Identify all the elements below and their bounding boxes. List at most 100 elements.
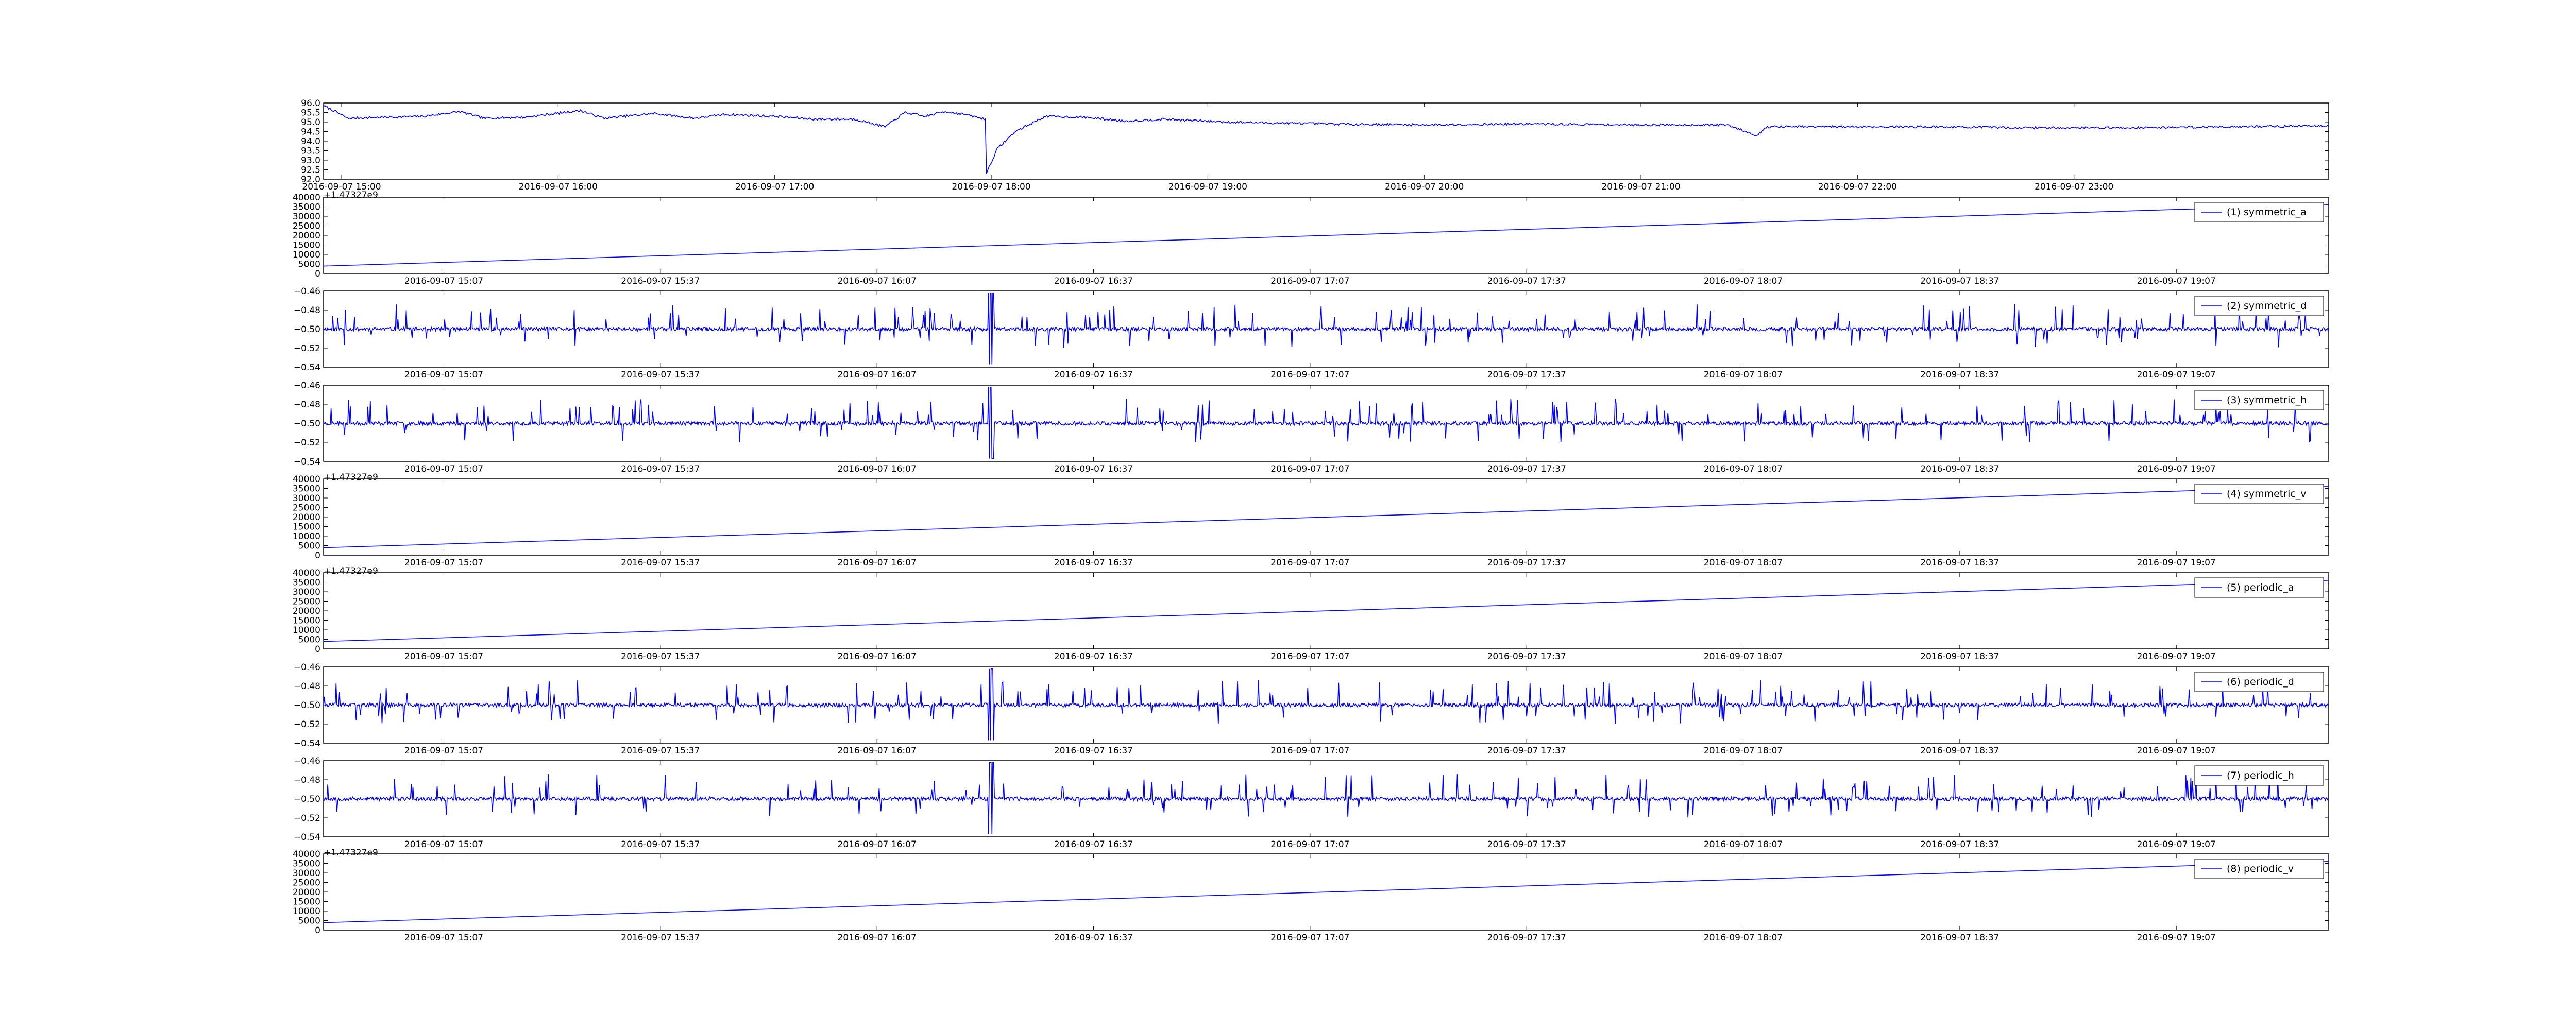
y-tick-label: 92.5 — [301, 165, 320, 176]
series-line — [323, 386, 2329, 459]
y-tick-label: 10000 — [293, 906, 320, 917]
x-tick-label: 2016-09-07 21:00 — [1601, 182, 1680, 192]
offset-text: +1.47327e9 — [324, 566, 378, 576]
x-tick-label: 2016-09-07 16:07 — [838, 746, 917, 756]
y-tick-label: 20000 — [293, 231, 320, 241]
x-tick-label: 2016-09-07 16:37 — [1054, 746, 1133, 756]
x-tick-label: 2016-09-07 17:07 — [1270, 651, 1349, 662]
x-tick-label: 2016-09-07 18:37 — [1920, 276, 1999, 286]
y-tick-label: −0.46 — [294, 286, 320, 297]
x-tick-label: 2016-09-07 15:07 — [404, 651, 483, 662]
y-tick-label: 0 — [315, 644, 320, 655]
y-tick-label: −0.54 — [294, 457, 320, 467]
y-tick-label: 25000 — [293, 503, 320, 513]
x-tick-label: 2016-09-07 20:00 — [1385, 182, 1464, 192]
x-tick-label: 2016-09-07 17:07 — [1270, 839, 1349, 850]
x-tick-label: 2016-09-07 15:00 — [302, 182, 381, 192]
y-tick-label: 40000 — [293, 193, 320, 203]
x-tick-label: 2016-09-07 17:37 — [1487, 370, 1566, 380]
x-tick-label: 2016-09-07 19:07 — [2137, 933, 2216, 943]
y-tick-label: 35000 — [293, 484, 320, 494]
series-line — [323, 486, 2329, 548]
x-tick-label: 2016-09-07 23:00 — [2035, 182, 2113, 192]
x-tick-label: 2016-09-07 16:07 — [838, 276, 917, 286]
x-tick-label: 2016-09-07 15:07 — [404, 746, 483, 756]
y-tick-label: 10000 — [293, 531, 320, 542]
x-tick-label: 2016-09-07 16:00 — [519, 182, 598, 192]
x-tick-label: 2016-09-07 15:07 — [404, 276, 483, 286]
x-tick-label: 2016-09-07 17:07 — [1270, 933, 1349, 943]
x-tick-label: 2016-09-07 15:37 — [621, 651, 700, 662]
y-tick-label: 20000 — [293, 512, 320, 523]
x-tick-label: 2016-09-07 19:07 — [2137, 839, 2216, 850]
y-tick-label: −0.52 — [294, 438, 320, 448]
subplot-3: −0.46 −0.48 −0.50 −0.52 −0.54 2016-09-07 15:0… — [294, 286, 2329, 380]
x-tick-label: 2016-09-07 17:07 — [1270, 464, 1349, 474]
x-tick-label: 2016-09-07 18:07 — [1704, 746, 1783, 756]
y-tick-label: −0.52 — [294, 344, 320, 354]
y-tick-label: 5000 — [298, 916, 320, 926]
y-tick-label: −0.46 — [294, 662, 320, 673]
x-tick-label: 2016-09-07 16:07 — [838, 933, 917, 943]
offset-text: +1.47327e9 — [324, 472, 378, 483]
y-tick-label: 40000 — [293, 849, 320, 860]
y-tick-label: 35000 — [293, 202, 320, 213]
x-tick-label: 2016-09-07 16:37 — [1054, 276, 1133, 286]
y-tick-label: −0.48 — [294, 775, 320, 785]
x-tick-label: 2016-09-07 16:07 — [838, 370, 917, 380]
y-tick-label: 35000 — [293, 859, 320, 869]
y-tick-label: 5000 — [298, 635, 320, 645]
x-tick-label: 2016-09-07 16:37 — [1054, 370, 1133, 380]
x-tick-label: 2016-09-07 17:37 — [1487, 464, 1566, 474]
x-tick-label: 2016-09-07 18:07 — [1704, 276, 1783, 286]
x-tick-label: 2016-09-07 15:37 — [621, 558, 700, 568]
x-tick-label: 2016-09-07 16:07 — [838, 464, 917, 474]
y-tick-label: 0 — [315, 925, 320, 936]
subplot-7: −0.46 −0.48 −0.50 −0.52 −0.54 2016-09-07 15:0… — [294, 662, 2329, 756]
legend-label: (2) symmetric_d — [2227, 300, 2307, 312]
x-tick-label: 2016-09-07 17:07 — [1270, 276, 1349, 286]
y-tick-label: −0.54 — [294, 739, 320, 749]
x-tick-label: 2016-09-07 17:00 — [735, 182, 814, 192]
y-tick-label: 30000 — [293, 587, 320, 597]
y-tick-label: 15000 — [293, 897, 320, 907]
y-tick-label: 15000 — [293, 522, 320, 533]
y-tick-label: 93.0 — [301, 156, 320, 166]
y-tick-label: −0.54 — [294, 832, 320, 843]
y-tick-label: 0 — [315, 269, 320, 279]
x-tick-label: 2016-09-07 15:37 — [621, 746, 700, 756]
x-tick-label: 2016-09-07 15:07 — [404, 839, 483, 850]
y-tick-label: 20000 — [293, 606, 320, 616]
y-tick-label: 40000 — [293, 474, 320, 485]
x-tick-label: 2016-09-07 17:07 — [1270, 370, 1349, 380]
x-tick-label: 2016-09-07 15:37 — [621, 370, 700, 380]
x-tick-label: 2016-09-07 16:37 — [1054, 839, 1133, 850]
subplot-2: 4000035000300002500020000150001000050000… — [293, 193, 2329, 286]
y-tick-label: 30000 — [293, 212, 320, 222]
legend-label: (1) symmetric_a — [2227, 207, 2307, 218]
subplot-5: 4000035000300002500020000150001000050000… — [293, 474, 2329, 576]
y-tick-label: 10000 — [293, 250, 320, 260]
x-tick-label: 2016-09-07 17:07 — [1270, 558, 1349, 568]
offset-text: +1.47327e9 — [324, 848, 378, 858]
x-tick-label: 2016-09-07 16:07 — [838, 651, 917, 662]
x-tick-label: 2016-09-07 17:07 — [1270, 746, 1349, 756]
legend-label: (7) periodic_h — [2227, 770, 2294, 781]
x-tick-label: 2016-09-07 15:07 — [404, 933, 483, 943]
x-tick-label: 2016-09-07 15:07 — [404, 370, 483, 380]
y-tick-label: 0 — [315, 551, 320, 561]
x-tick-label: 2016-09-07 18:07 — [1704, 558, 1783, 568]
x-tick-label: 2016-09-07 15:37 — [621, 464, 700, 474]
x-tick-label: 2016-09-07 15:37 — [621, 276, 700, 286]
y-tick-label: −0.52 — [294, 719, 320, 730]
subplot-8: −0.46 −0.48 −0.50 −0.52 −0.54 2016-09-07 15:0… — [294, 756, 2329, 858]
x-tick-label: 2016-09-07 19:07 — [2137, 464, 2216, 474]
y-tick-label: 10000 — [293, 625, 320, 636]
legend-label: (8) periodic_v — [2227, 863, 2294, 874]
x-tick-label: 2016-09-07 18:07 — [1704, 651, 1783, 662]
x-tick-label: 2016-09-07 16:37 — [1054, 933, 1133, 943]
series-line — [323, 762, 2329, 834]
x-tick-label: 2016-09-07 18:37 — [1920, 464, 1999, 474]
